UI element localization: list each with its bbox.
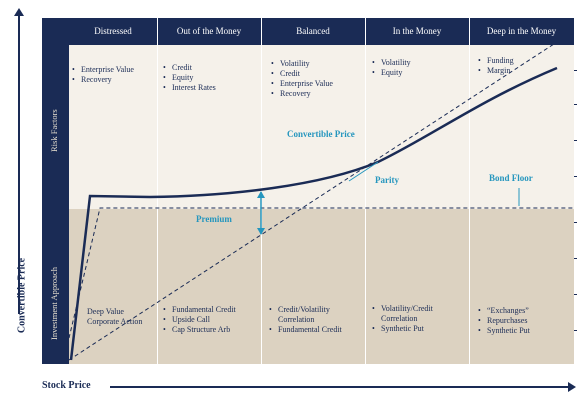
header-out-of-the-money: Out of the Money xyxy=(176,26,242,36)
bond-floor-label: Bond Floor xyxy=(489,173,533,183)
left-band xyxy=(42,18,69,364)
list-item: Enterprise Value xyxy=(72,65,134,75)
risk-list-distressed: Enterprise Value Recovery xyxy=(72,65,134,85)
x-axis-arrow xyxy=(110,382,576,392)
header-in-the-money: In the Money xyxy=(392,26,442,36)
list-item: Enterprise Value xyxy=(271,79,333,89)
investment-approach-area xyxy=(69,209,574,364)
bond-floor-line xyxy=(68,207,574,339)
right-tick xyxy=(574,140,577,141)
right-tick xyxy=(574,70,577,71)
list-item: Equity xyxy=(372,68,411,78)
column-divider xyxy=(157,18,158,364)
column-divider xyxy=(469,18,470,364)
list-item: Deep Value xyxy=(87,307,124,316)
header-row: Distressed Out of the Money Balanced In … xyxy=(69,18,574,45)
investment-list-balanced: Credit/Volatility Correlation Fundamenta… xyxy=(269,305,353,335)
right-tick xyxy=(574,104,577,105)
right-tick xyxy=(574,330,577,331)
investment-list-in-the-money: Volatility/Credit Correlation Synthetic … xyxy=(372,304,462,334)
premium-arrow-head-down xyxy=(257,228,265,235)
list-item: Synthetic Put xyxy=(478,326,530,336)
list-item: Volatility/Credit Correlation xyxy=(372,304,462,324)
convertible-price-label: Convertible Price xyxy=(287,129,355,139)
list-item: Credit xyxy=(271,69,333,79)
column-divider xyxy=(365,18,366,364)
list-item: Interest Rates xyxy=(163,83,216,93)
right-tick xyxy=(574,258,577,259)
list-item: Margin xyxy=(478,66,514,76)
list-item: Fundamental Credit xyxy=(269,325,353,335)
parity-pointer xyxy=(348,161,379,182)
list-item: Synthetic Put xyxy=(372,324,462,334)
header-balanced: Balanced xyxy=(296,26,330,36)
parity-line xyxy=(68,41,558,361)
column-divider xyxy=(261,18,262,364)
risk-list-deep-in-the-money: Funding Margin xyxy=(478,56,514,76)
list-item: Volatility xyxy=(372,58,411,68)
premium-label: Premium xyxy=(196,214,232,224)
list-item: Upside Call xyxy=(163,315,253,325)
list-item: “Exchanges” xyxy=(478,306,530,316)
y-axis-arrow xyxy=(14,8,24,314)
list-item: Volatility xyxy=(271,59,333,69)
header-distressed: Distressed xyxy=(94,26,132,36)
investment-list-distressed: Deep Value Corporate Action xyxy=(78,307,142,327)
list-item: Repurchases xyxy=(478,316,530,326)
list-item: Cap Structure Arb xyxy=(163,325,253,335)
list-item: Fundamental Credit xyxy=(163,305,253,315)
list-item: Equity xyxy=(163,73,216,83)
right-tick xyxy=(574,294,577,295)
header-deep-in-the-money: Deep in the Money xyxy=(486,26,557,36)
list-item: Funding xyxy=(478,56,514,66)
list-item: Credit xyxy=(163,63,216,73)
list-item: Recovery xyxy=(271,89,333,99)
x-axis-label: Stock Price xyxy=(42,380,91,391)
risk-list-balanced: Volatility Credit Enterprise Value Recov… xyxy=(271,59,333,99)
parity-label: Parity xyxy=(375,175,399,185)
risk-list-out-of-the-money: Credit Equity Interest Rates xyxy=(163,63,216,93)
list-item: Credit/Volatility Correlation xyxy=(269,305,353,325)
investment-list-deep-in-the-money: “Exchanges” Repurchases Synthetic Put xyxy=(478,306,530,336)
convertible-price-curve xyxy=(69,66,558,361)
premium-arrow-head-up xyxy=(257,191,265,198)
right-tick xyxy=(574,176,577,177)
list-item: Corporate Action xyxy=(87,317,143,326)
list-item: Recovery xyxy=(72,75,134,85)
risk-list-in-the-money: Volatility Equity xyxy=(372,58,411,78)
right-tick xyxy=(574,222,577,223)
investment-list-out-of-the-money: Fundamental Credit Upside Call Cap Struc… xyxy=(163,305,253,335)
